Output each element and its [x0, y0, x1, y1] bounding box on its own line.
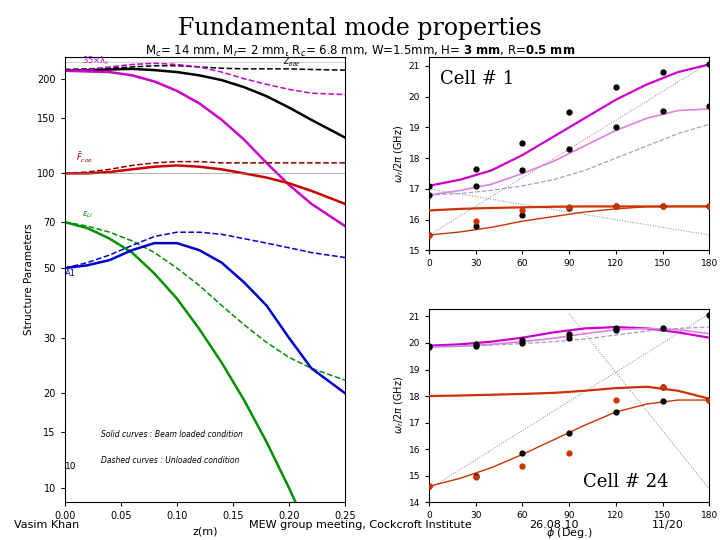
Text: Fundamental mode properties: Fundamental mode properties [178, 17, 542, 40]
Text: M$_c$= 14 mm, M$_r$= 2 mm, R$_c$= 6.8 mm, W=1.5mm, H= $\mathbf{3\ mm}$, R=$\math: M$_c$= 14 mm, M$_r$= 2 mm, R$_c$= 6.8 mm… [145, 44, 575, 59]
Text: $\bar{F}_{coo}$: $\bar{F}_{coo}$ [76, 151, 93, 165]
X-axis label: $\phi$ (Deg.): $\phi$ (Deg.) [546, 526, 593, 540]
Text: MEW group meeting, Cockcroft Institute: MEW group meeting, Cockcroft Institute [248, 520, 472, 530]
Text: 11/20: 11/20 [652, 520, 683, 530]
Y-axis label: $\omega_r/2\pi$ (GHz): $\omega_r/2\pi$ (GHz) [392, 376, 406, 434]
X-axis label: z(m): z(m) [192, 527, 217, 537]
Text: Cell # 1: Cell # 1 [440, 70, 515, 88]
Text: 35×λ$_c$: 35×λ$_c$ [81, 55, 109, 67]
Text: 26.08.10: 26.08.10 [529, 520, 579, 530]
Text: 10: 10 [65, 462, 76, 471]
Y-axis label: $\omega_r/2\pi$ (GHz): $\omega_r/2\pi$ (GHz) [392, 125, 406, 183]
Text: Solid curves : Beam loaded condition: Solid curves : Beam loaded condition [101, 430, 243, 439]
Text: $\varepsilon_{Li}$: $\varepsilon_{Li}$ [81, 210, 93, 220]
Text: $\bar{Z}_{BBE}$: $\bar{Z}_{BBE}$ [284, 55, 302, 69]
Y-axis label: Structure Parameters: Structure Parameters [24, 224, 35, 335]
Text: Vasim Khan: Vasim Khan [14, 520, 80, 530]
Text: Dashed curves : Unloaded condition: Dashed curves : Unloaded condition [101, 456, 239, 465]
Text: Cell # 24: Cell # 24 [583, 472, 669, 490]
Text: A1: A1 [65, 269, 76, 279]
